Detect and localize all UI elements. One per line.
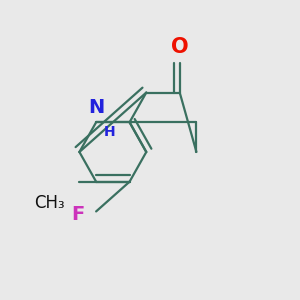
- Text: F: F: [71, 205, 84, 224]
- Text: O: O: [171, 37, 188, 57]
- Text: N: N: [88, 98, 104, 117]
- Text: CH₃: CH₃: [34, 194, 65, 211]
- Text: H: H: [103, 125, 115, 139]
